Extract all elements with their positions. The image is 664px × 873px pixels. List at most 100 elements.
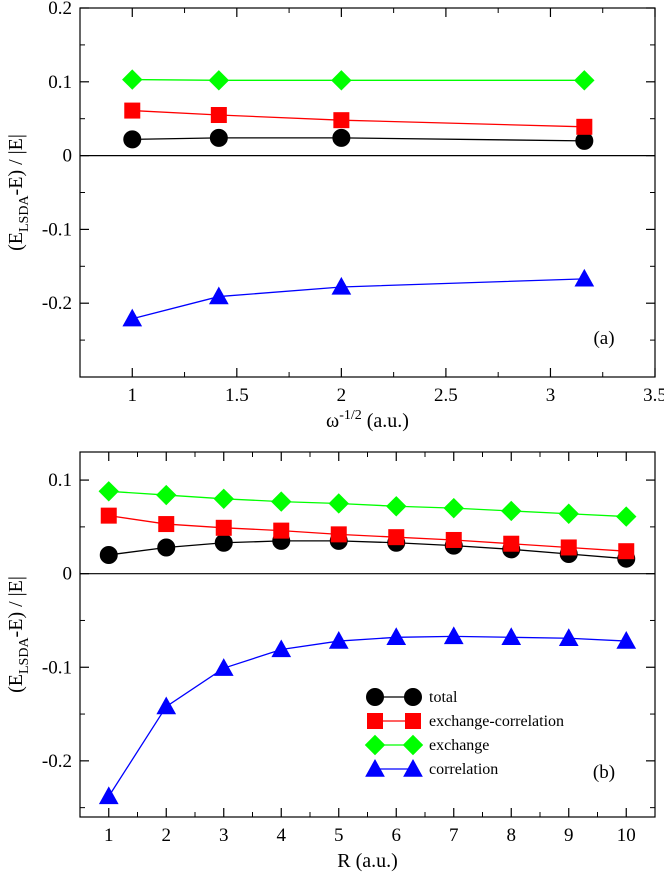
legend-marker-exchange [402, 734, 424, 756]
x-tick-label: 8 [507, 825, 517, 846]
y-axis-title-post: -E) / |E| [5, 576, 27, 637]
y-tick-label: -0.2 [42, 293, 72, 314]
x-tick-label: 6 [392, 825, 402, 846]
x-tick-label: 4 [277, 825, 287, 846]
panel-label: (b) [593, 762, 615, 783]
data-point-correlation [208, 286, 229, 305]
y-tick-label: 0.2 [48, 0, 72, 19]
x-axis-title-sup: -1/2 [339, 408, 362, 423]
chart-panel-1: 1 1.5 2 2.5 3 3.5-0.2-0.100.10.2ω-1/2 (a.u.)(… [5, 0, 664, 432]
data-point-correlation [501, 627, 522, 646]
data-point-correlation [213, 658, 234, 676]
x-tick-label: 2.5 [434, 385, 458, 406]
data-point-exchange [616, 506, 637, 527]
x-axis-title: R (a.u.) [337, 850, 398, 872]
data-point-correlation [122, 308, 143, 327]
data-point-xc [618, 543, 635, 560]
x-tick-label: 9 [564, 825, 574, 846]
data-point-total [575, 131, 594, 150]
data-point-correlation [331, 276, 352, 295]
x-tick-label: 5 [334, 825, 344, 846]
y-axis-title-sub: LSDA [17, 195, 32, 232]
x-tick-label: 2 [337, 385, 347, 406]
legend-label-total: total [429, 689, 458, 706]
data-point-xc [503, 535, 520, 552]
legend-label-correlation: correlation [429, 761, 498, 778]
data-point-exchange [156, 484, 177, 506]
data-point-exchange [558, 503, 579, 524]
legend-label-xc: exchange-correlation [429, 713, 564, 730]
series-line-total [132, 137, 585, 142]
y-tick-label: 0.1 [48, 470, 72, 491]
data-point-total [123, 130, 142, 149]
legend-marker-exchange [364, 734, 386, 756]
series-line-total [108, 540, 627, 560]
x-axis-title-suffix: (a.u.) [362, 410, 409, 432]
x-tick-label: 3 [546, 385, 556, 406]
data-point-correlation [443, 626, 464, 645]
legend-marker-xc [405, 713, 421, 729]
legend-marker-total [366, 688, 384, 706]
legend-marker-xc [367, 713, 383, 729]
data-point-exchange [331, 70, 352, 91]
data-point-exchange [501, 500, 522, 522]
y-axis-title-post: -E) / |E| [5, 134, 27, 195]
data-point-xc [560, 539, 577, 556]
data-point-correlation [328, 631, 349, 649]
data-point-exchange [213, 488, 234, 510]
data-point-xc [273, 522, 290, 539]
data-point-xc [215, 519, 232, 536]
y-tick-label: -0.1 [42, 657, 72, 678]
y-axis-title: (ELSDA-E) / |E| [5, 576, 32, 693]
legend: total exchange-correlation exchange correla… [364, 688, 564, 778]
x-tick-label: 1 [104, 825, 114, 846]
y-tick-label: 0 [63, 564, 73, 585]
data-point-correlation [574, 268, 595, 287]
chart-panel-2: 1 2 3 4 5 6 7 8 9 10 -0.2 -0.1 0 0.1 R (a.u.) (ELSDA-E)… [5, 451, 656, 872]
data-point-exchange [208, 70, 230, 91]
x-axis-title-suffix: (a.u.) [351, 850, 398, 872]
y-axis-title-pre: (E [5, 232, 27, 251]
data-point-correlation [386, 627, 407, 646]
legend-label-exchange: exchange [429, 737, 489, 754]
x-tick-label: 3 [219, 825, 229, 846]
series-line-xc [108, 514, 627, 552]
data-point-exchange [98, 481, 119, 502]
series-line-exchange [132, 78, 585, 81]
data-point-xc [333, 112, 350, 129]
plot-frame [79, 7, 656, 378]
data-point-xc [445, 531, 462, 548]
data-point-xc [124, 102, 141, 119]
x-axis-title-base: ω [326, 410, 339, 432]
y-tick-label: 0 [63, 146, 73, 167]
legend-marker-total [404, 688, 422, 706]
legend-marker-correlation [365, 758, 385, 777]
data-point-xc [158, 516, 175, 533]
data-point-correlation [558, 628, 579, 646]
x-tick-label: 1.5 [225, 385, 249, 406]
data-point-exchange [574, 70, 595, 91]
x-tick-label: 2 [162, 825, 172, 846]
data-point-total [209, 128, 228, 147]
y-axis-title: (ELSDA-E) / |E| [5, 134, 32, 251]
series-line-correlation [132, 278, 585, 320]
x-tick-label: 7 [449, 825, 459, 846]
data-point-xc [576, 118, 593, 135]
legend-marker-correlation [403, 758, 423, 777]
y-tick-label: -0.1 [42, 219, 72, 240]
x-axis-title: ω-1/2 (a.u.) [326, 408, 409, 432]
data-point-correlation [616, 631, 637, 649]
data-point-correlation [98, 786, 119, 805]
data-point-exchange [443, 497, 464, 519]
series-line-xc [132, 109, 585, 128]
data-point-correlation [156, 696, 177, 715]
data-point-exchange [386, 496, 407, 517]
data-point-exchange [328, 493, 349, 514]
data-point-xc [210, 107, 227, 124]
data-point-xc [388, 529, 405, 546]
data-point-total [332, 128, 351, 147]
y-tick-label: -0.2 [42, 751, 72, 772]
series-line-correlation [108, 635, 627, 797]
panel-label: (a) [593, 328, 614, 349]
data-point-xc [100, 507, 117, 524]
